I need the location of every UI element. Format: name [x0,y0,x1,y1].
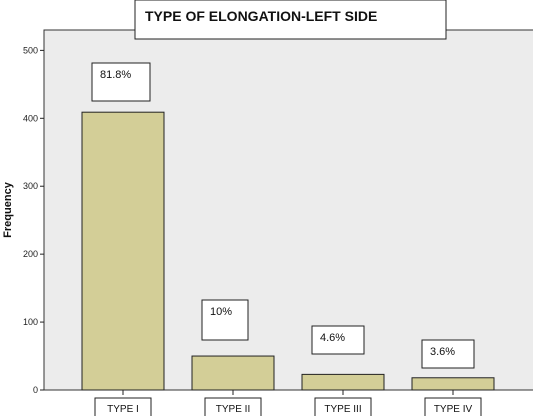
y-tick-label: 300 [23,181,38,191]
category-box-4 [424,397,482,416]
annotation-box-3 [311,325,365,355]
annotation-box-4 [421,339,475,369]
annotation-label-4: 3.6% [430,346,455,358]
bar-1 [81,111,165,391]
annotation-box-2 [201,299,249,341]
y-tick-label: 0 [33,385,38,395]
category-box-1 [94,397,152,416]
category-box-2 [204,397,262,416]
annotation-label-2: 10% [210,306,232,318]
y-axis-label: Frequency [2,181,14,238]
y-tick-label: 500 [23,45,38,55]
x-axis-categories: TYPE I TYPE II TYPE III TYPE IV [94,390,482,416]
title-box [134,0,447,40]
bar-3 [301,373,385,391]
bar-4 [411,377,495,391]
annotation-label-1: 81.8% [100,69,131,81]
bars [81,111,495,391]
annotation-label-3: 4.6% [320,332,345,344]
annotation-box-1 [91,62,151,102]
category-box-3 [314,397,372,416]
x-tick-label-2: TYPE II [216,404,250,415]
y-tick-label: 100 [23,317,38,327]
y-tick-label: 200 [23,249,38,259]
y-tick-label: 400 [23,113,38,123]
x-tick-label-1: TYPE I [107,404,139,415]
y-axis: 0 100 200 300 400 500 [23,45,44,395]
x-tick-label-4: TYPE IV [434,404,473,415]
chart-title: TYPE OF ELONGATION-LEFT SIDE [145,8,377,24]
bar-2 [191,355,275,391]
x-tick-label-3: TYPE III [324,404,361,415]
annotations: 81.8% 10% 4.6% 3.6% [91,62,475,369]
